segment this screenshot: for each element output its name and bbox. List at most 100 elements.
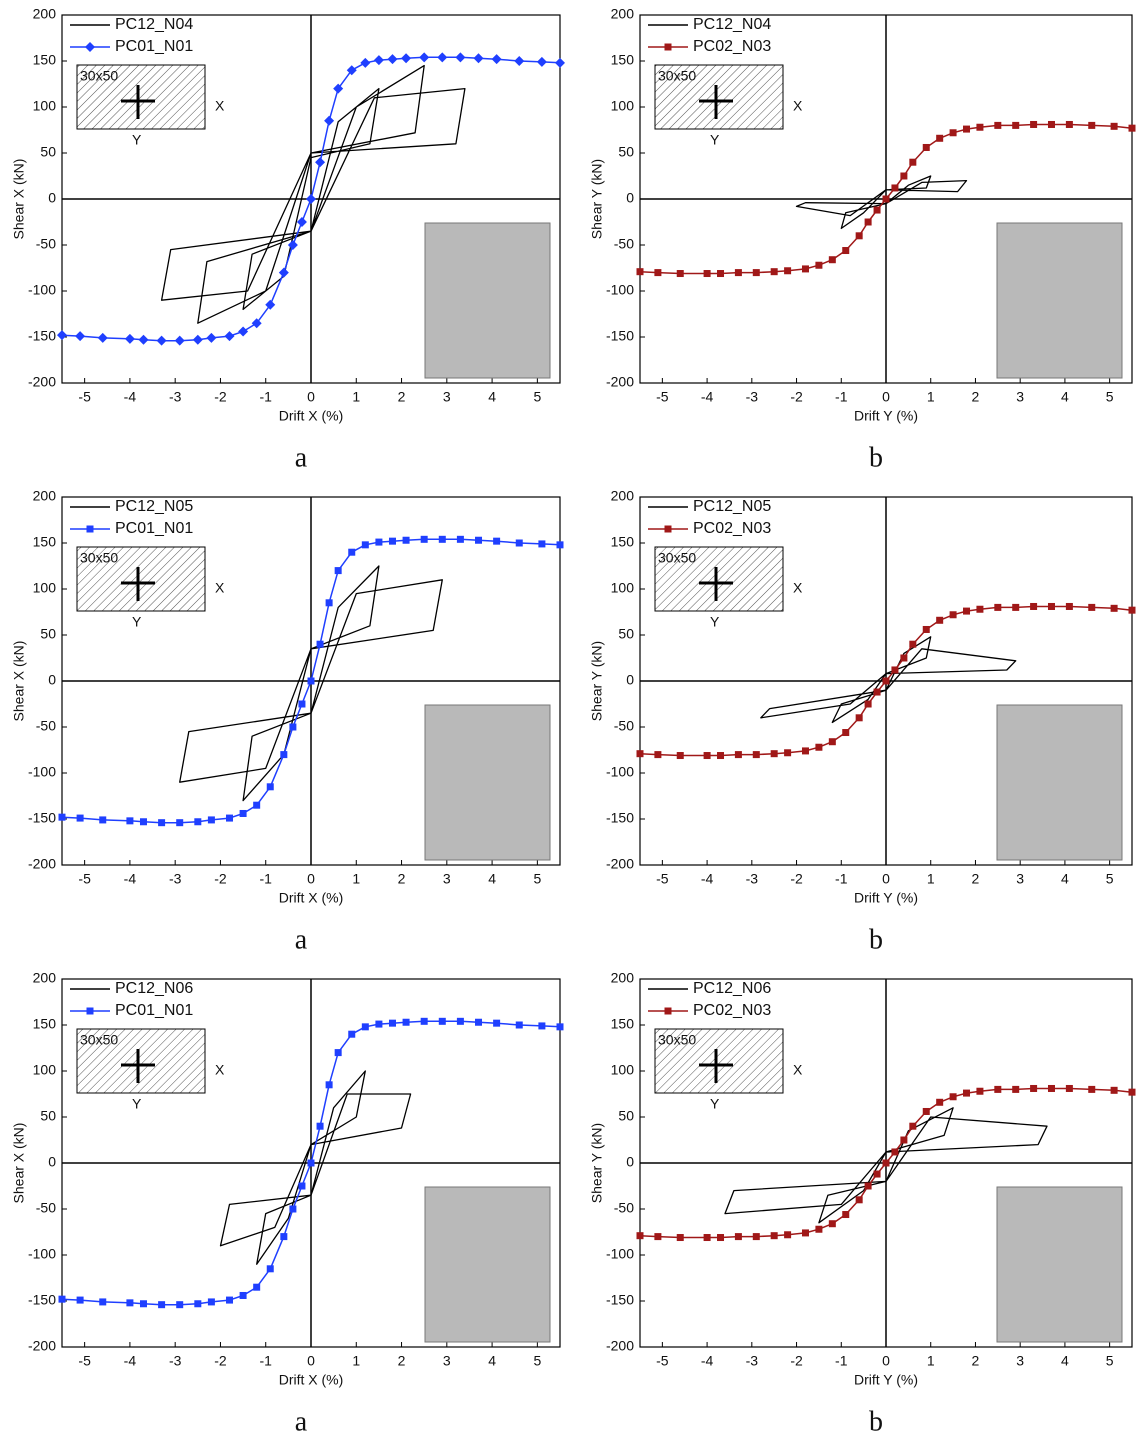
envelope-marker xyxy=(1065,120,1073,128)
y-axis-label: Shear Y (kN) xyxy=(589,641,605,721)
envelope-marker xyxy=(76,1296,84,1304)
x-tick-label: 4 xyxy=(488,1353,496,1369)
envelope-marker xyxy=(238,326,249,337)
inset-axis-label: X xyxy=(793,98,803,114)
legend-label: PC12_N04 xyxy=(693,16,771,33)
envelope-marker xyxy=(676,1234,684,1242)
x-tick-label: 5 xyxy=(533,389,541,405)
envelope-marker xyxy=(770,268,778,276)
x-tick-label: -1 xyxy=(835,871,848,887)
envelope-marker xyxy=(437,52,448,63)
x-tick-label: 3 xyxy=(443,1353,451,1369)
envelope-marker xyxy=(420,1017,428,1025)
envelope-marker xyxy=(307,677,315,685)
x-tick-label: -1 xyxy=(260,1353,273,1369)
envelope-marker xyxy=(388,1019,396,1027)
y-tick-label: -50 xyxy=(614,236,634,252)
envelope-marker xyxy=(289,723,297,731)
legend-label: PC01_N01 xyxy=(115,38,193,55)
x-tick-label: 3 xyxy=(443,871,451,887)
envelope-marker xyxy=(801,1229,809,1237)
envelope-marker xyxy=(316,1122,324,1130)
inset-axis-label: Y xyxy=(132,132,142,148)
x-tick-label: 5 xyxy=(533,871,541,887)
envelope-marker xyxy=(375,538,383,546)
y-tick-label: 100 xyxy=(611,1062,635,1078)
x-tick-label: -3 xyxy=(169,1353,182,1369)
y-tick-label: 150 xyxy=(33,534,57,550)
y-tick-label: 100 xyxy=(33,98,57,114)
caption: a xyxy=(295,924,308,955)
envelope-marker xyxy=(994,121,1002,129)
envelope-marker xyxy=(770,750,778,758)
envelope-marker xyxy=(420,535,428,543)
caption: b xyxy=(869,1406,883,1437)
caption: b xyxy=(869,924,883,955)
y-tick-label: 50 xyxy=(40,1108,56,1124)
y-tick-label: 50 xyxy=(618,144,634,160)
x-tick-label: 3 xyxy=(1016,389,1024,405)
x-tick-label: 3 xyxy=(443,389,451,405)
x-tick-label: -4 xyxy=(124,1353,137,1369)
x-tick-label: 5 xyxy=(533,1353,541,1369)
envelope-marker xyxy=(909,158,917,166)
envelope-marker xyxy=(994,603,1002,611)
legend-label: PC02_N03 xyxy=(693,38,771,55)
envelope-marker xyxy=(922,625,930,633)
y-tick-label: -200 xyxy=(606,374,634,390)
x-tick-label: -4 xyxy=(124,871,137,887)
legend-label: PC02_N03 xyxy=(693,520,771,537)
envelope-marker xyxy=(636,1232,644,1240)
envelope-marker xyxy=(361,541,369,549)
envelope-marker xyxy=(455,52,466,63)
inset-axis-label: Y xyxy=(710,614,720,630)
envelope-marker xyxy=(949,129,957,137)
envelope-marker xyxy=(936,616,944,624)
photo xyxy=(996,704,1123,861)
envelope-marker xyxy=(1088,1085,1096,1093)
envelope-marker xyxy=(266,1265,274,1273)
legend-label: PC12_N06 xyxy=(115,980,193,997)
envelope-marker xyxy=(784,267,792,275)
x-tick-label: 1 xyxy=(352,871,360,887)
y-tick-label: 0 xyxy=(48,672,56,688)
envelope-marker xyxy=(784,749,792,757)
envelope-marker xyxy=(752,751,760,759)
envelope-marker xyxy=(873,206,881,214)
x-axis-label: Drift X (%) xyxy=(279,408,344,424)
inset-arrows xyxy=(699,567,733,601)
x-tick-label: 0 xyxy=(307,389,315,405)
envelope-marker xyxy=(475,1018,483,1026)
envelope-marker xyxy=(253,801,261,809)
x-tick-label: 4 xyxy=(1061,1353,1069,1369)
y-tick-label: -100 xyxy=(606,282,634,298)
envelope-marker xyxy=(842,247,850,255)
hysteresis-line xyxy=(219,1070,412,1265)
y-tick-label: 200 xyxy=(611,6,635,22)
y-tick-label: -150 xyxy=(28,328,56,344)
envelope-marker xyxy=(194,1300,202,1308)
x-tick-label: 3 xyxy=(1016,1353,1024,1369)
envelope-marker xyxy=(936,134,944,142)
envelope-marker xyxy=(900,654,908,662)
envelope-marker xyxy=(949,1093,957,1101)
envelope-marker xyxy=(654,269,662,277)
y-tick-label: 200 xyxy=(611,970,635,986)
envelope-marker xyxy=(703,752,711,760)
envelope-marker xyxy=(976,605,984,613)
y-tick-label: 100 xyxy=(33,580,57,596)
envelope-marker xyxy=(734,269,742,277)
envelope-marker xyxy=(1065,1084,1073,1092)
x-tick-label: -5 xyxy=(656,1353,669,1369)
envelope-marker xyxy=(139,818,147,826)
envelope-marker xyxy=(882,195,890,203)
inset-label: 30x50 xyxy=(658,68,696,84)
envelope-marker xyxy=(1030,1084,1038,1092)
envelope-marker xyxy=(324,115,335,126)
legend-label: PC01_N01 xyxy=(115,520,193,537)
envelope-marker xyxy=(936,1098,944,1106)
envelope-marker xyxy=(1128,124,1136,132)
envelope-marker xyxy=(1030,602,1038,610)
